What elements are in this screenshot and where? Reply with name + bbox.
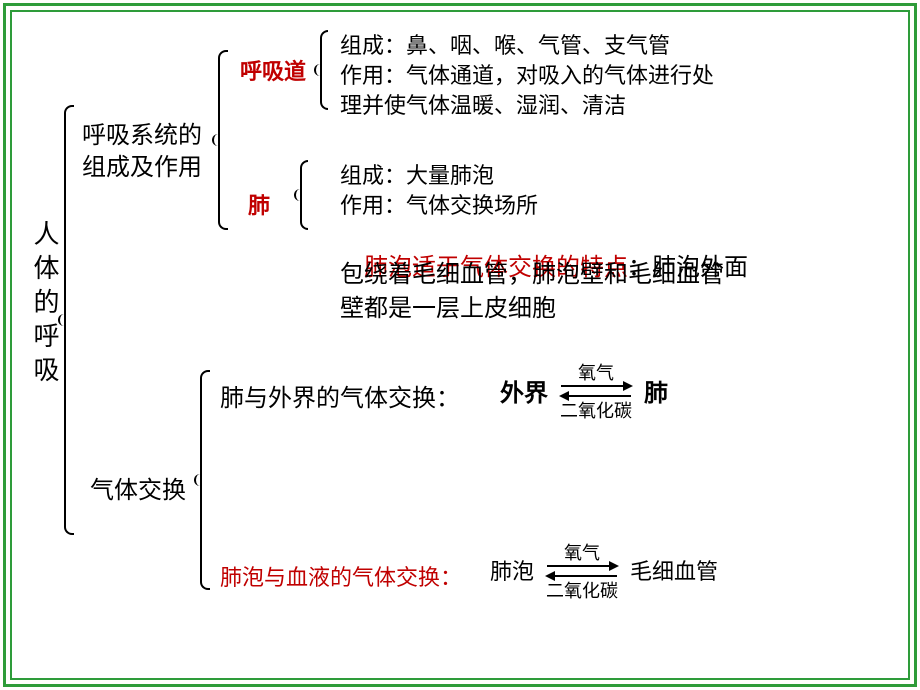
- ex2-arrows: 氧气 二氧化碳: [542, 545, 622, 595]
- brace-branch2: [200, 370, 210, 590]
- sub2-r2: 包绕着毛细血管，肺泡壁和毛细血管: [340, 254, 724, 289]
- ex2-bottom: 二氧化碳: [542, 577, 622, 603]
- brace-branch1: [218, 50, 228, 230]
- brace-sub1: [320, 30, 328, 110]
- ex1-right: 肺: [644, 373, 668, 408]
- ex2-right: 毛细血管: [630, 554, 718, 586]
- exchange-1: 外界 氧气 二氧化碳 肺: [500, 365, 668, 415]
- sub1-label: 呼吸道: [240, 54, 306, 86]
- ex2-title: 肺泡与血液的气体交换：: [220, 560, 462, 592]
- sub2-line1: 组成：大量肺泡: [340, 158, 494, 190]
- sub2-label: 肺: [248, 188, 270, 220]
- arrow-right-icon: [547, 565, 617, 567]
- sub1-line2: 作用：气体通道，对吸入的气体进行处: [340, 58, 714, 90]
- sub2-line2: 作用：气体交换场所: [340, 188, 538, 220]
- sub1-line3: 理并使气体温暖、湿润、清洁: [340, 88, 626, 120]
- brace-root: [64, 105, 74, 535]
- ex2-left: 肺泡: [490, 554, 534, 586]
- sub2-r3: 壁都是一层上皮细胞: [340, 288, 556, 323]
- sub1-line1: 组成：鼻、咽、喉、气管、支气管: [340, 28, 670, 60]
- ex1-bottom: 二氧化碳: [556, 397, 636, 423]
- ex1-left: 外界: [500, 373, 548, 408]
- ex1-arrows: 氧气 二氧化碳: [556, 365, 636, 415]
- root-label: 人体的呼吸: [26, 220, 63, 390]
- diagram-content: 人体的呼吸 呼吸系统的 组成及作用 呼吸道 组成：鼻、咽、喉、气管、支气管 作用…: [20, 20, 900, 670]
- branch1-label: 呼吸系统的 组成及作用: [82, 120, 202, 184]
- exchange-2: 肺泡 氧气 二氧化碳 毛细血管: [490, 545, 718, 595]
- ex1-title: 肺与外界的气体交换：: [220, 378, 460, 413]
- branch2-label: 气体交换: [90, 470, 186, 505]
- arrow-right-icon: [561, 385, 631, 387]
- brace-sub2: [300, 160, 308, 230]
